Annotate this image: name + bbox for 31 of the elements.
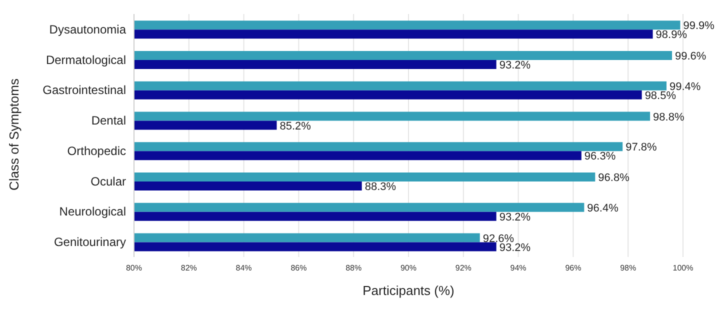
y-tick-label: Dental	[91, 114, 126, 128]
x-tick-label: 96%	[565, 264, 582, 273]
x-tick-label: 82%	[180, 264, 197, 273]
data-label: 93.2%	[499, 60, 531, 72]
data-label: 88.3%	[364, 181, 396, 194]
x-tick-label: 98%	[620, 264, 636, 273]
x-tick-label: 94%	[510, 264, 526, 273]
x-tick-label: 84%	[236, 264, 252, 273]
y-tick-label: Genitourinary	[54, 235, 126, 250]
x-tick-label: 90%	[400, 264, 417, 273]
x-tick-label: 100%	[672, 264, 694, 273]
x-tick-label: 80%	[126, 264, 142, 273]
y-tick-label: Gastrointestinal	[42, 83, 126, 98]
data-label: 96.8%	[598, 172, 630, 184]
y-tick-label: Orthopedic	[67, 144, 126, 158]
y-axis-title: Class of Symptoms	[6, 78, 22, 190]
data-label: 98.8%	[653, 111, 684, 124]
x-axis-title: Participants (%)	[362, 283, 454, 298]
data-label: 93.2%	[499, 211, 531, 224]
x-tick-label: 88%	[346, 264, 362, 273]
y-tick-label: Dermatological	[46, 52, 126, 67]
y-tick-label: Ocular	[90, 174, 126, 188]
x-tick-label: 86%	[290, 264, 307, 273]
y-tick-label: Neurological	[59, 204, 126, 219]
y-tick-label: Dysautonomia	[49, 22, 126, 36]
data-label: 96.4%	[587, 202, 619, 214]
data-label: 85.2%	[280, 120, 312, 132]
x-tick-label: 92%	[455, 264, 472, 273]
data-label: 97.8%	[626, 142, 658, 154]
data-label: 96.3%	[584, 150, 616, 163]
data-label: 99.6%	[675, 50, 706, 63]
